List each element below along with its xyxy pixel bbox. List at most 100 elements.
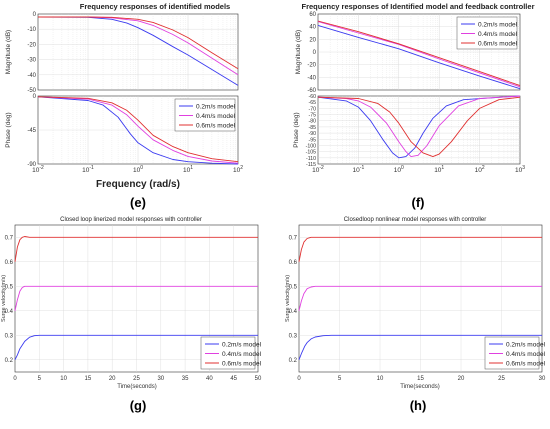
g-p0-ylabel: Surge velocity(m/s) — [1, 275, 7, 322]
g-p0-legend-label-1: 0.4m/s model — [222, 351, 262, 358]
g-p0-xtick-label: 35 — [182, 376, 189, 382]
h-p0-xtick-label: 25 — [498, 376, 505, 382]
g-p0-ytick-label: 0.4 — [5, 309, 14, 315]
g-p0-legend-label-0: 0.2m/s model — [222, 341, 262, 348]
f-p0-ytick-label: -40 — [307, 75, 316, 81]
e-p1-ytick-label: 0 — [33, 94, 37, 100]
g-p0-xtick-label: 20 — [109, 376, 116, 382]
f-p1-ylabel: Phase (deg) — [293, 112, 300, 147]
f-p1-ytick-label: -110 — [306, 156, 316, 162]
g-p0-ytick-label: 0.2 — [5, 358, 14, 364]
e-p0-series-line-0 — [37, 16, 239, 86]
f-p1-xtick-label: 101 — [434, 165, 444, 174]
f-title: Frequency responses of Identified model … — [302, 2, 535, 11]
figure-label-h: (h) — [410, 398, 427, 413]
g-title: Closed loop linerized model responses wi… — [60, 217, 202, 223]
e-p0-ytick-label: -30 — [27, 58, 36, 64]
e-p1-xtick-label: 10-2 — [32, 165, 44, 174]
f-p1-xtick-label: 10-2 — [312, 165, 324, 174]
h-p0-ylabel: Surge velocity(m/s) — [285, 275, 291, 322]
f-p0-ytick-label: 0 — [313, 50, 317, 56]
g-xlabel: Time(seconds) — [117, 384, 156, 390]
h-p0-series-line-0 — [298, 334, 542, 360]
h-p0-ytick-label: 0.7 — [289, 235, 298, 241]
figure-label-g: (g) — [130, 398, 147, 413]
f-p1-ytick-label: -60 — [309, 94, 317, 100]
f-p1-ytick-label: -105 — [306, 150, 316, 156]
g-p0-xtick-label: 50 — [255, 376, 262, 382]
f-p0-ytick-label: -60 — [307, 88, 316, 94]
f-p1-xtick-label: 103 — [515, 165, 525, 174]
g-p0-xtick-label: 5 — [38, 376, 42, 382]
e-p1-legend-label-2: 0.6m/s model — [196, 122, 236, 129]
f-p1-ytick-label: -100 — [306, 143, 316, 149]
e-p1-legend-label-1: 0.4m/s model — [196, 113, 236, 120]
e-p0-ytick-label: -20 — [27, 42, 36, 48]
e-p1-xtick-label: 100 — [133, 165, 143, 174]
f-p1-series-line-2 — [317, 96, 521, 158]
e-xlabel: Frequency (rad/s) — [96, 179, 180, 190]
e-p0-ytick-label: -40 — [27, 73, 36, 79]
g-p0-xtick-label: 15 — [85, 376, 92, 382]
g-p0-ytick-label: 0.5 — [5, 284, 14, 290]
f-p1-ytick-label: -75 — [309, 113, 317, 119]
e-p1-xtick-label: 101 — [183, 165, 193, 174]
f-p1-plot-area — [317, 95, 521, 165]
g-p0-xtick-label: 45 — [230, 376, 237, 382]
e-p1-xtick-label: 102 — [233, 165, 243, 174]
h-p0-xtick-label: 30 — [539, 376, 546, 382]
f-p0-legend-label-0: 0.2m/s model — [478, 21, 518, 28]
h-title: Closedloop nonlinear model responses wit… — [344, 217, 486, 223]
figure-label-f: (f) — [412, 195, 425, 210]
f-p0-ytick-label: 40 — [309, 25, 316, 31]
h-p0-series-line-2 — [298, 236, 542, 262]
f-p0-series-line-2 — [317, 20, 521, 87]
g-p0-xtick-label: 25 — [133, 376, 140, 382]
f-p1-ytick-label: -85 — [309, 125, 317, 131]
h-p0-series-line-1 — [298, 285, 542, 311]
f-p0-ytick-label: 20 — [309, 37, 316, 43]
h-xlabel: Time(seconds) — [400, 384, 439, 390]
g-p0-ytick-label: 0.7 — [5, 235, 14, 241]
e-p1-ytick-label: -90 — [27, 162, 36, 168]
f-p1-xtick-label: 100 — [394, 165, 404, 174]
h-p0-ytick-label: 0.2 — [289, 358, 298, 364]
h-p0-xtick-label: 10 — [377, 376, 384, 382]
e-p0-ytick-label: 0 — [33, 12, 37, 18]
e-p0-ytick-label: -10 — [27, 27, 36, 33]
f-p1-xtick-label: 10-1 — [353, 165, 365, 174]
f-p0-series-line-0 — [317, 24, 521, 90]
g-p0-xtick-label: 30 — [157, 376, 164, 382]
f-p0-ylabel: Magnitude (dB) — [295, 30, 302, 74]
g-p0-series-line-0 — [14, 334, 258, 360]
e-p0-ylabel: Magnitude (dB) — [5, 30, 12, 74]
h-p0-xtick-label: 20 — [458, 376, 465, 382]
g-p0-legend-label-2: 0.6m/s model — [222, 360, 262, 367]
f-p1-xtick-label: 102 — [475, 165, 485, 174]
f-p1-ytick-label: -95 — [309, 137, 317, 143]
h-p0-legend-label-1: 0.4m/s model — [506, 351, 546, 358]
g-p0-series-line-1 — [14, 285, 258, 311]
f-p1-ytick-label: -70 — [309, 106, 317, 112]
g-p0-xtick-label: 40 — [206, 376, 213, 382]
f-p0-legend-label-1: 0.4m/s model — [478, 31, 518, 38]
e-p0-series-line-2 — [38, 16, 239, 70]
g-p0-xtick-label: 10 — [60, 376, 67, 382]
h-p0-xtick-label: 0 — [297, 376, 301, 382]
e-p1-ylabel: Phase (deg) — [5, 112, 12, 147]
figure-label-e: (e) — [130, 195, 146, 210]
f-p1-ytick-label: -65 — [309, 100, 317, 106]
e-p1-xtick-label: 10-1 — [82, 165, 94, 174]
f-p1-series-line-0 — [317, 95, 521, 159]
h-p0-ytick-label: 0.5 — [289, 284, 298, 290]
f-p1-ytick-label: -90 — [309, 131, 317, 137]
e-p1-ytick-label: -45 — [27, 128, 36, 134]
f-p1-ytick-label: -115 — [306, 162, 316, 168]
e-p1-series-line-2 — [37, 96, 239, 163]
h-p0-ytick-label: 0.6 — [289, 260, 298, 266]
h-p0-legend-label-0: 0.2m/s model — [506, 341, 546, 348]
g-p0-ytick-label: 0.6 — [5, 260, 14, 266]
e-p1-legend-label-0: 0.2m/s model — [196, 103, 236, 110]
